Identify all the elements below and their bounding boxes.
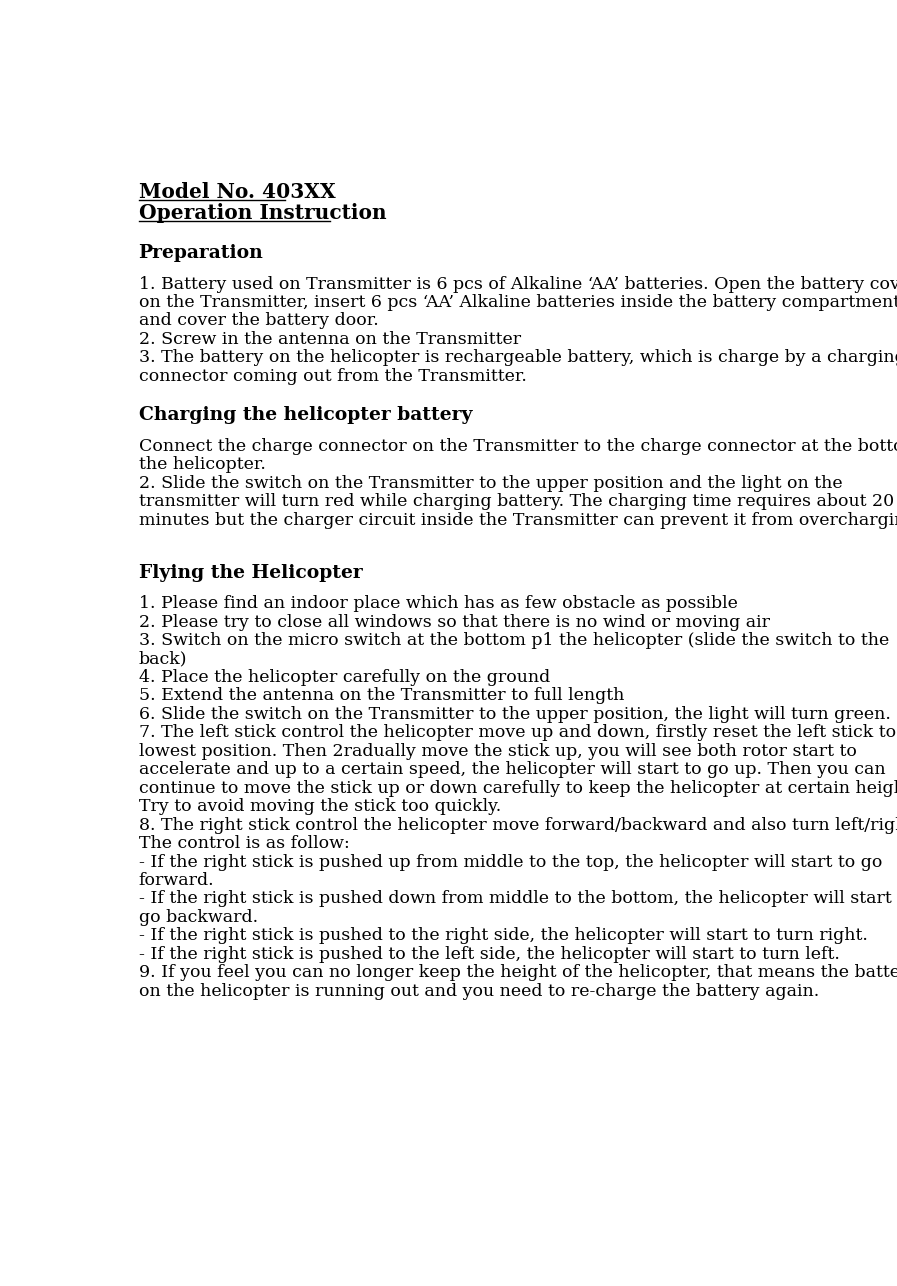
Text: transmitter will turn red while charging battery. The charging time requires abo: transmitter will turn red while charging…	[138, 494, 893, 511]
Text: 6. Slide the switch on the Transmitter to the upper position, the light will tur: 6. Slide the switch on the Transmitter t…	[138, 706, 891, 723]
Text: Model No. 403XX: Model No. 403XX	[138, 183, 335, 202]
Text: - If the right stick is pushed to the left side, the helicopter will start to tu: - If the right stick is pushed to the le…	[138, 945, 840, 963]
Text: connector coming out from the Transmitter.: connector coming out from the Transmitte…	[138, 368, 527, 385]
Text: forward.: forward.	[138, 872, 214, 889]
Text: and cover the battery door.: and cover the battery door.	[138, 312, 379, 329]
Text: 3. The battery on the helicopter is rechargeable battery, which is charge by a c: 3. The battery on the helicopter is rech…	[138, 350, 897, 367]
Text: - If the right stick is pushed up from middle to the top, the helicopter will st: - If the right stick is pushed up from m…	[138, 854, 882, 871]
Text: minutes but the charger circuit inside the Transmitter can prevent it from overc: minutes but the charger circuit inside t…	[138, 512, 897, 529]
Text: go backward.: go backward.	[138, 909, 257, 926]
Text: lowest position. Then 2radually move the stick up, you will see both rotor start: lowest position. Then 2radually move the…	[138, 743, 857, 760]
Text: on the helicopter is running out and you need to re-charge the battery again.: on the helicopter is running out and you…	[138, 983, 819, 999]
Text: on the Transmitter, insert 6 pcs ‘AA’ Alkaline batteries inside the battery comp: on the Transmitter, insert 6 pcs ‘AA’ Al…	[138, 294, 897, 311]
Text: 2. Screw in the antenna on the Transmitter: 2. Screw in the antenna on the Transmitt…	[138, 331, 520, 349]
Text: Try to avoid moving the stick too quickly.: Try to avoid moving the stick too quickl…	[138, 799, 501, 815]
Text: 9. If you feel you can no longer keep the height of the helicopter, that means t: 9. If you feel you can no longer keep th…	[138, 964, 897, 981]
Text: Flying the Helicopter: Flying the Helicopter	[138, 563, 362, 581]
Text: - If the right stick is pushed down from middle to the bottom, the helicopter wi: - If the right stick is pushed down from…	[138, 890, 897, 908]
Text: Charging the helicopter battery: Charging the helicopter battery	[138, 406, 472, 424]
Text: 4. Place the helicopter carefully on the ground: 4. Place the helicopter carefully on the…	[138, 669, 550, 685]
Text: 1. Battery used on Transmitter is 6 pcs of Alkaline ‘AA’ batteries. Open the bat: 1. Battery used on Transmitter is 6 pcs …	[138, 275, 897, 293]
Text: 8. The right stick control the helicopter move forward/backward and also turn le: 8. The right stick control the helicopte…	[138, 817, 897, 833]
Text: Operation Instruction: Operation Instruction	[138, 203, 387, 222]
Text: 5. Extend the antenna on the Transmitter to full length: 5. Extend the antenna on the Transmitter…	[138, 688, 624, 705]
Text: 2. Slide the switch on the Transmitter to the upper position and the light on th: 2. Slide the switch on the Transmitter t…	[138, 475, 842, 491]
Text: Connect the charge connector on the Transmitter to the charge connector at the b: Connect the charge connector on the Tran…	[138, 439, 897, 455]
Text: 7. The left stick control the helicopter move up and down, firstly reset the lef: 7. The left stick control the helicopter…	[138, 724, 897, 742]
Text: continue to move the stick up or down carefully to keep the helicopter at certai: continue to move the stick up or down ca…	[138, 779, 897, 797]
Text: 3. Switch on the micro switch at the bottom p1 the helicopter (slide the switch : 3. Switch on the micro switch at the bot…	[138, 633, 889, 649]
Text: 1. Please find an indoor place which has as few obstacle as possible: 1. Please find an indoor place which has…	[138, 595, 737, 612]
Text: Preparation: Preparation	[138, 244, 264, 262]
Text: 2. Please try to close all windows so that there is no wind or moving air: 2. Please try to close all windows so th…	[138, 613, 770, 630]
Text: - If the right stick is pushed to the right side, the helicopter will start to t: - If the right stick is pushed to the ri…	[138, 927, 867, 944]
Text: the helicopter.: the helicopter.	[138, 457, 266, 473]
Text: back): back)	[138, 651, 187, 667]
Text: accelerate and up to a certain speed, the helicopter will start to go up. Then y: accelerate and up to a certain speed, th…	[138, 761, 885, 778]
Text: The control is as follow:: The control is as follow:	[138, 835, 349, 853]
